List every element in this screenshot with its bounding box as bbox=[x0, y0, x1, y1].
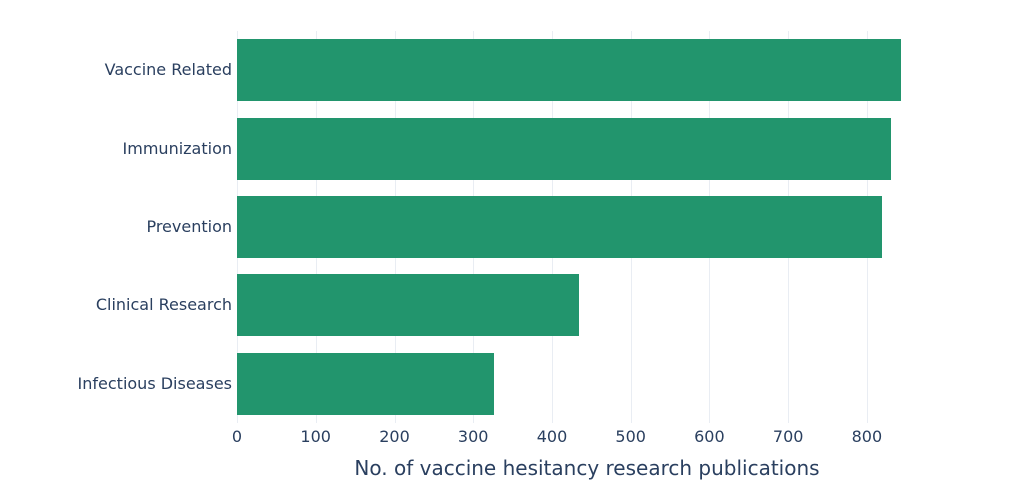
plot-area bbox=[237, 31, 937, 423]
x-tick-label-500: 500 bbox=[615, 427, 646, 446]
x-tick-label-100: 100 bbox=[300, 427, 331, 446]
x-tick-label-600: 600 bbox=[694, 427, 725, 446]
category-label-prevention: Prevention bbox=[146, 217, 232, 236]
bar-vaccine-related bbox=[237, 39, 901, 102]
bar-immunization bbox=[237, 117, 892, 180]
x-tick-label-700: 700 bbox=[772, 427, 804, 446]
category-label-infectious-diseases: Infectious Diseases bbox=[77, 373, 232, 393]
x-axis-title: No. of vaccine hesitancy research public… bbox=[354, 456, 820, 480]
bar-prevention bbox=[237, 196, 882, 258]
bar-infectious-diseases bbox=[237, 352, 494, 415]
x-tick-label-400: 400 bbox=[536, 427, 568, 446]
x-tick-label-800: 800 bbox=[851, 427, 883, 446]
category-label-immunization: Immunization bbox=[122, 138, 232, 158]
x-tick-label-200: 200 bbox=[379, 427, 410, 446]
x-tick-label-300: 300 bbox=[457, 427, 489, 446]
category-label-vaccine-related: Vaccine Related bbox=[104, 60, 232, 80]
bar-clinical-research bbox=[237, 274, 579, 337]
category-label-clinical-research: Clinical Research bbox=[95, 295, 232, 315]
x-tick-label-0: 0 bbox=[231, 427, 243, 446]
